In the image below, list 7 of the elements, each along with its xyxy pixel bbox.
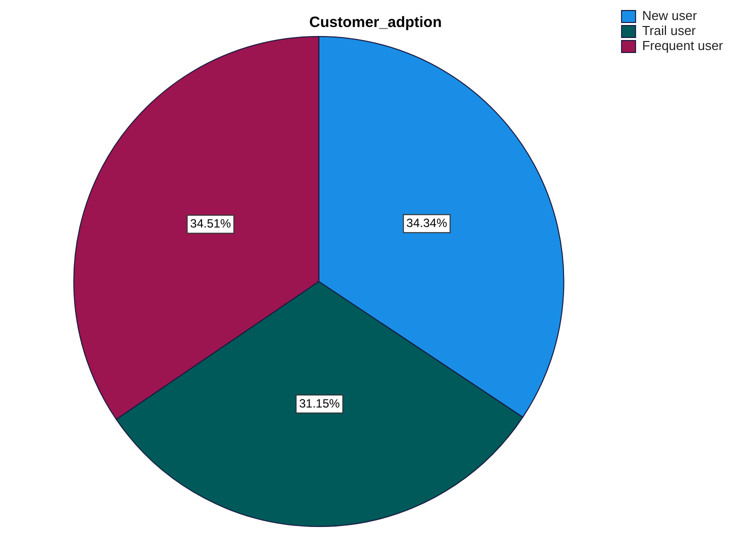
data-label: 34.34% <box>406 216 448 230</box>
legend-label: Frequent user <box>642 38 724 54</box>
data-label: 31.15% <box>299 396 340 410</box>
legend-label: New user <box>642 8 698 24</box>
legend-label: Trail user <box>642 23 696 38</box>
data-label: 34.51% <box>190 216 232 231</box>
chart-title: Customer_adption <box>309 14 442 32</box>
